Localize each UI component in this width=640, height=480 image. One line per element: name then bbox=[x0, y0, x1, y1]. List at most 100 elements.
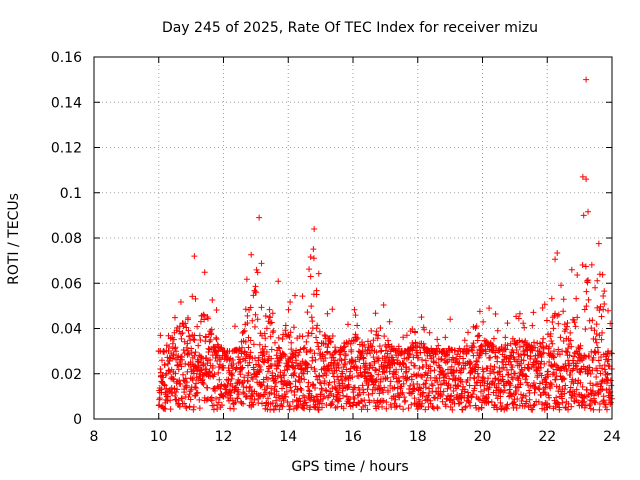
data-point bbox=[539, 305, 546, 312]
data-point bbox=[524, 352, 531, 359]
data-point bbox=[203, 397, 210, 404]
data-point bbox=[248, 251, 255, 258]
data-point bbox=[550, 354, 557, 361]
y-tick-label: 0.16 bbox=[51, 50, 82, 66]
data-point bbox=[535, 399, 542, 406]
data-point bbox=[178, 395, 185, 402]
data-point bbox=[417, 385, 424, 392]
data-point bbox=[225, 376, 232, 383]
data-point bbox=[601, 366, 608, 373]
data-point bbox=[473, 379, 480, 386]
data-point bbox=[184, 340, 191, 347]
axis-ticks: 8 10 12 14 16 18 20 22 24 0 0.02 0.04 0.06 0.08 0.1 0.1… bbox=[51, 50, 621, 445]
data-point bbox=[595, 349, 602, 356]
data-point bbox=[188, 345, 195, 352]
data-point bbox=[377, 325, 384, 332]
data-point bbox=[370, 337, 377, 344]
data-point bbox=[515, 350, 522, 357]
data-point bbox=[509, 376, 516, 383]
data-point bbox=[594, 277, 601, 284]
data-point bbox=[264, 395, 271, 402]
data-point bbox=[595, 357, 602, 364]
data-point bbox=[346, 400, 353, 407]
data-point bbox=[161, 381, 168, 388]
data-point bbox=[193, 380, 200, 387]
y-tick-label: 0.04 bbox=[51, 322, 82, 338]
data-point bbox=[191, 352, 198, 359]
data-point bbox=[596, 400, 603, 407]
data-point bbox=[476, 332, 483, 339]
data-point bbox=[403, 332, 410, 339]
data-point bbox=[506, 386, 513, 393]
data-point bbox=[470, 340, 477, 347]
data-point bbox=[162, 371, 169, 378]
data-point bbox=[307, 253, 314, 260]
data-point bbox=[203, 366, 210, 373]
data-point bbox=[381, 369, 388, 376]
data-point bbox=[373, 349, 380, 356]
data-point bbox=[377, 348, 384, 355]
data-point bbox=[349, 357, 356, 364]
data-point bbox=[394, 385, 401, 392]
data-point bbox=[187, 361, 194, 368]
data-point bbox=[450, 388, 457, 395]
data-point bbox=[554, 364, 561, 371]
data-point bbox=[310, 255, 317, 262]
data-point bbox=[497, 388, 504, 395]
data-point bbox=[299, 333, 306, 340]
data-point bbox=[373, 367, 380, 374]
data-point bbox=[268, 346, 275, 353]
data-point bbox=[317, 396, 324, 403]
data-point bbox=[329, 333, 336, 340]
data-point bbox=[269, 310, 276, 317]
data-point bbox=[198, 366, 205, 373]
data-point bbox=[156, 402, 163, 409]
data-point bbox=[448, 346, 455, 353]
data-point bbox=[364, 386, 371, 393]
data-point bbox=[215, 369, 222, 376]
y-tick-label: 0 bbox=[73, 412, 82, 428]
data-point bbox=[592, 284, 599, 291]
data-point bbox=[162, 406, 169, 413]
data-point bbox=[300, 370, 307, 377]
data-point bbox=[397, 385, 404, 392]
data-point bbox=[275, 392, 282, 399]
data-point bbox=[600, 306, 607, 313]
data-point bbox=[288, 346, 295, 353]
data-point bbox=[593, 374, 600, 381]
data-point bbox=[541, 360, 548, 367]
data-point bbox=[520, 348, 527, 355]
data-point bbox=[423, 377, 430, 384]
data-point bbox=[362, 402, 369, 409]
data-point bbox=[444, 385, 451, 392]
data-point bbox=[452, 347, 459, 354]
data-point bbox=[184, 316, 191, 323]
data-point bbox=[284, 399, 291, 406]
data-point bbox=[351, 306, 358, 313]
data-point bbox=[564, 320, 571, 327]
x-tick-label: 18 bbox=[409, 429, 427, 445]
data-point bbox=[600, 398, 607, 405]
data-point bbox=[190, 370, 197, 377]
data-point bbox=[315, 270, 322, 277]
data-point bbox=[267, 333, 274, 340]
data-point bbox=[368, 347, 375, 354]
data-point bbox=[186, 351, 193, 358]
data-point bbox=[352, 312, 359, 319]
data-point bbox=[517, 381, 524, 388]
data-point bbox=[479, 374, 486, 381]
data-point bbox=[581, 306, 588, 313]
data-point bbox=[169, 340, 176, 347]
data-point bbox=[546, 403, 553, 410]
data-point bbox=[176, 403, 183, 410]
data-point bbox=[282, 322, 289, 329]
data-point bbox=[285, 358, 292, 365]
y-tick-label: 0.14 bbox=[51, 95, 82, 111]
data-point bbox=[414, 343, 421, 350]
data-point bbox=[259, 382, 266, 389]
data-point bbox=[561, 390, 568, 397]
data-point bbox=[252, 283, 259, 290]
data-point bbox=[293, 347, 300, 354]
data-point bbox=[482, 350, 489, 357]
data-point bbox=[174, 362, 181, 369]
